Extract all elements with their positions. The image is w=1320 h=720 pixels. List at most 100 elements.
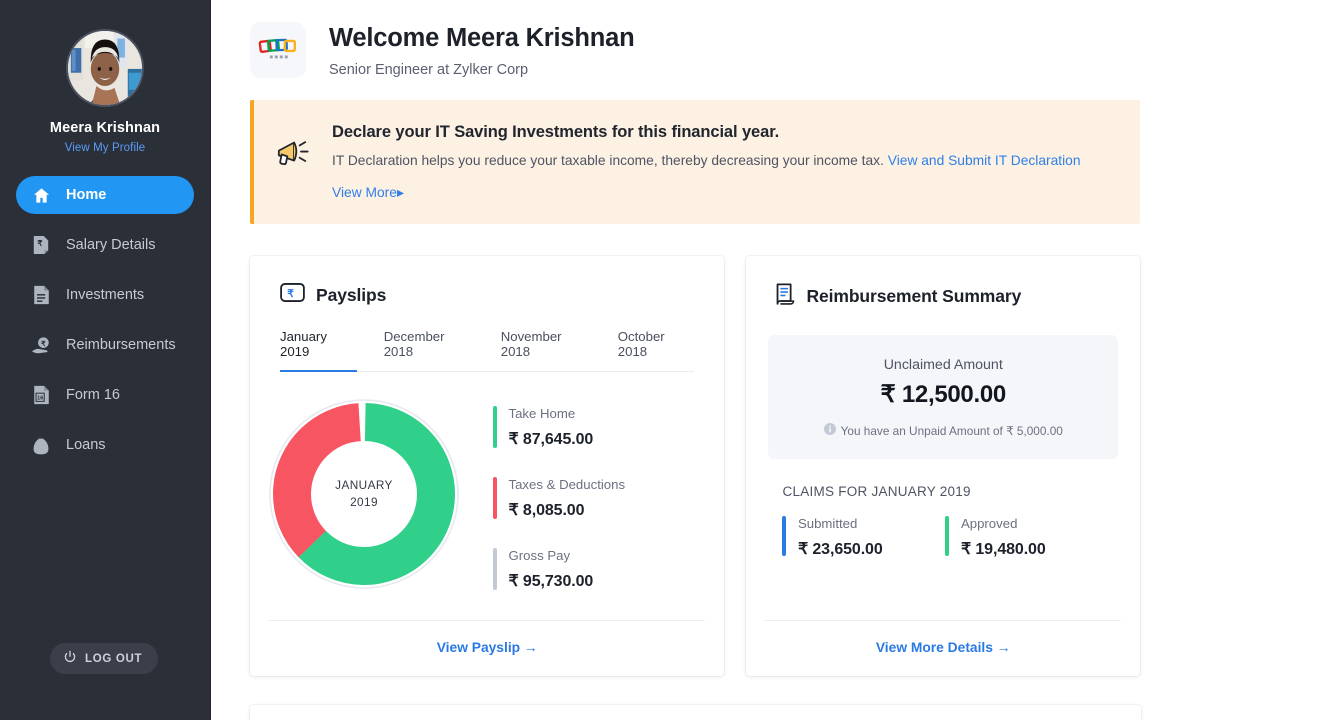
tab-november-2018[interactable]: November 2018 [500, 329, 562, 359]
avatar-image [68, 31, 142, 105]
claim-color-swatch [945, 516, 949, 556]
sidebar-item-investments[interactable]: Investments [16, 276, 194, 314]
claims-section-title: CLAIMS FOR JANUARY 2019 [782, 484, 971, 499]
claim-label: Submitted [797, 516, 858, 531]
page-subtitle: Senior Engineer at Zylker Corp [329, 62, 529, 78]
legend-item-gross-pay: Gross Pay ₹ 95,730.00 [493, 548, 625, 591]
donut-center-year: 2019 [350, 495, 378, 509]
legend-color-swatch [493, 406, 497, 448]
megaphone-icon [254, 122, 332, 170]
banner-description: IT Declaration helps you reduce your tax… [332, 153, 1081, 168]
home-icon [30, 184, 52, 206]
reimbursement-card-title: Reimbursement Summary [806, 286, 1022, 306]
payslips-card-header: ₹ Payslips [250, 256, 724, 307]
document-summary-icon [776, 283, 795, 310]
claim-item-approved: Approved ₹ 19,480.00 [945, 516, 1046, 559]
sidebar-item-label: Salary Details [66, 236, 156, 253]
zoho-logo-icon [250, 22, 306, 78]
reimbursement-card-header: Reimbursement Summary [746, 256, 1140, 310]
legend-text: Taxes & Deductions ₹ 8,085.00 [509, 477, 626, 520]
legend-label: Taxes & Deductions [508, 477, 626, 492]
legend-item-taxes-deductions: Taxes & Deductions ₹ 8,085.00 [493, 477, 625, 520]
sidebar-item-loans[interactable]: Loans [16, 426, 194, 464]
logout-button[interactable]: LOG OUT [50, 643, 159, 674]
payslip-legend: Take Home ₹ 87,645.00 Taxes & Deductions… [462, 396, 625, 619]
sidebar-user-name: Meera Krishnan [49, 120, 161, 136]
payslips-card-footer: View Payslip → [269, 620, 706, 676]
view-payslip-label: View Payslip [436, 640, 521, 655]
donut-slice-taxes [273, 403, 455, 585]
sidebar-item-label: Reimbursements [66, 336, 176, 353]
payslips-body: JANUARY 2019 Take Home ₹ 87,645.00 [250, 372, 724, 619]
view-my-profile-link[interactable]: View My Profile [64, 142, 146, 154]
page-header: Welcome Meera Krishnan Senior Engineer a… [211, 0, 1320, 78]
power-icon [63, 650, 77, 667]
chevron-right-icon: ▸ [396, 185, 404, 200]
tab-october-2018[interactable]: October 2018 [617, 329, 665, 359]
view-payslip-link[interactable]: View Payslip → [269, 621, 705, 676]
tab-december-2018[interactable]: December 2018 [383, 329, 445, 359]
donut-svg [269, 399, 459, 589]
reimbursement-card-footer: View More Details → [765, 620, 1121, 676]
info-icon [823, 423, 836, 438]
claim-value: ₹ 23,650.00 [797, 541, 883, 558]
claim-label: Approved [960, 516, 1018, 531]
claim-text: Approved ₹ 19,480.00 [961, 516, 1046, 559]
legend-color-swatch [493, 477, 497, 519]
banner-description-text: IT Declaration helps you reduce your tax… [332, 153, 884, 168]
view-more-details-link[interactable]: View More Details → [765, 621, 1121, 676]
logout-label: LOG OUT [85, 652, 143, 665]
rupee-card-icon: ₹ [280, 283, 305, 307]
unpaid-amount-text: You have an Unpaid Amount of ₹ 5,000.00 [840, 423, 1063, 438]
avatar[interactable] [66, 29, 144, 107]
view-submit-it-declaration-link[interactable]: View and Submit IT Declaration [887, 153, 1081, 168]
salary-document-icon: ₹ [30, 234, 52, 256]
claim-color-swatch [782, 516, 786, 556]
main-content: Welcome Meera Krishnan Senior Engineer a… [211, 0, 1320, 720]
legend-item-take-home: Take Home ₹ 87,645.00 [493, 406, 625, 449]
avatar-wrapper [0, 0, 210, 107]
document-lines-icon [30, 284, 52, 306]
svg-text:₹: ₹ [41, 338, 46, 347]
dashboard-cards: ₹ Payslips January 2019 December 2018 No… [211, 224, 1320, 676]
sidebar-item-label: Investments [66, 286, 145, 303]
banner-view-more-link[interactable]: View More▸ [332, 185, 1081, 201]
tab-january-2019[interactable]: January 2019 [280, 329, 357, 372]
next-dashboard-card [250, 705, 1141, 720]
sidebar-item-reimbursements[interactable]: ₹ Reimbursements [16, 326, 194, 364]
sidebar-item-home[interactable]: Home [16, 176, 194, 214]
banner-view-more-label: View More [332, 185, 397, 200]
unpaid-amount-note: You have an Unpaid Amount of ₹ 5,000.00 [768, 423, 1118, 438]
unclaimed-amount-panel: Unclaimed Amount ₹ 12,500.00 You have an… [768, 335, 1118, 459]
claim-value: ₹ 19,480.00 [960, 541, 1046, 558]
claims-list: Submitted ₹ 23,650.00 Approved ₹ 19,480.… [782, 516, 1140, 559]
reimbursement-summary-card: Reimbursement Summary Unclaimed Amount ₹… [746, 256, 1140, 676]
unclaimed-amount-label: Unclaimed Amount [883, 357, 1003, 373]
claim-text: Submitted ₹ 23,650.00 [798, 516, 883, 559]
sidebar: Meera Krishnan View My Profile Home ₹ Sa… [0, 0, 211, 720]
legend-text: Gross Pay ₹ 95,730.00 [509, 548, 594, 591]
legend-label: Gross Pay [508, 548, 571, 563]
donut-center-month: JANUARY [335, 477, 393, 492]
banner-body: Declare your IT Saving Investments for t… [332, 122, 1081, 201]
sidebar-item-label: Home [66, 186, 107, 203]
money-bag-icon [30, 434, 52, 456]
legend-value: ₹ 95,730.00 [508, 573, 594, 590]
payslips-tabs: January 2019 December 2018 November 2018… [280, 329, 695, 372]
claim-item-submitted: Submitted ₹ 23,650.00 [782, 516, 945, 559]
page-title: Welcome Meera Krishnan [329, 24, 635, 52]
view-more-details-label: View More Details [875, 640, 993, 655]
sidebar-nav: Home ₹ Salary Details Investments ₹ Reim… [0, 176, 210, 464]
legend-label: Take Home [508, 406, 576, 421]
svg-text:16: 16 [36, 396, 43, 402]
arrow-right-icon: → [996, 640, 1011, 655]
legend-text: Take Home ₹ 87,645.00 [509, 406, 594, 449]
sidebar-item-form-16[interactable]: 16 Form 16 [16, 376, 194, 414]
legend-value: ₹ 8,085.00 [508, 502, 585, 519]
hand-coin-icon: ₹ [30, 334, 52, 356]
svg-text:₹: ₹ [37, 239, 42, 248]
sidebar-item-salary-details[interactable]: ₹ Salary Details [16, 226, 194, 264]
header-text: Welcome Meera Krishnan Senior Engineer a… [329, 22, 635, 78]
sidebar-item-label: Form 16 [66, 386, 120, 403]
